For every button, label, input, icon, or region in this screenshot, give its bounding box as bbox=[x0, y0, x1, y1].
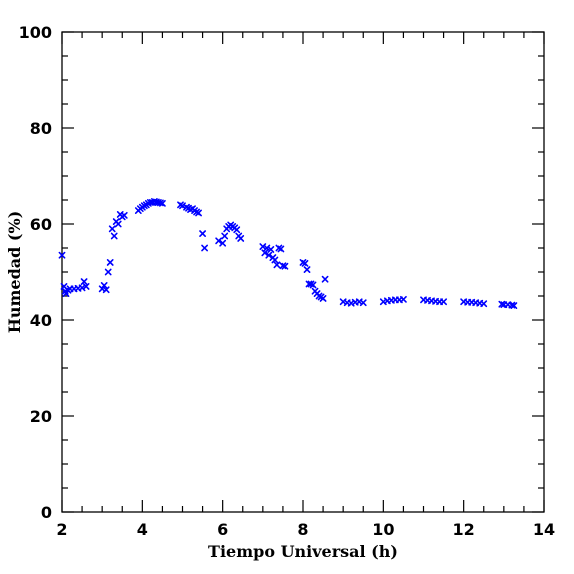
data-point bbox=[219, 239, 227, 247]
data-point bbox=[102, 286, 110, 294]
data-point bbox=[110, 232, 118, 240]
plot-frame bbox=[61, 31, 545, 513]
data-point bbox=[400, 295, 407, 303]
data-point bbox=[195, 209, 202, 217]
data-points bbox=[58, 198, 518, 310]
data-point bbox=[82, 282, 90, 290]
x-axis-title: Tiempo Universal (h) bbox=[208, 542, 398, 561]
data-point bbox=[480, 300, 488, 308]
data-point bbox=[201, 244, 208, 252]
x-tick-label: 12 bbox=[453, 520, 475, 539]
x-tick-label: 4 bbox=[137, 520, 148, 539]
tick-labels: 2 4 6 8 10 12 14 0 20 40 60 80 100 bbox=[19, 23, 556, 539]
data-point bbox=[233, 226, 241, 234]
data-point bbox=[510, 302, 518, 310]
axis-ticks bbox=[61, 31, 545, 513]
x-tick-label: 6 bbox=[217, 520, 228, 539]
x-tick-label: 14 bbox=[533, 520, 555, 539]
data-point bbox=[440, 298, 447, 306]
x-tick-label: 8 bbox=[297, 520, 308, 539]
data-point bbox=[303, 266, 311, 274]
data-point bbox=[271, 256, 279, 264]
y-tick-label: 40 bbox=[30, 311, 52, 330]
data-point bbox=[359, 299, 367, 307]
y-tick-label: 20 bbox=[30, 407, 52, 426]
y-tick-label: 100 bbox=[19, 23, 52, 42]
data-point bbox=[281, 262, 289, 270]
y-tick-label: 0 bbox=[41, 503, 52, 522]
y-tick-label: 80 bbox=[30, 119, 52, 138]
data-point bbox=[237, 235, 245, 242]
data-point bbox=[159, 199, 166, 207]
data-point bbox=[319, 294, 327, 302]
data-point bbox=[100, 282, 108, 289]
x-tick-label: 2 bbox=[56, 520, 67, 539]
data-point bbox=[215, 237, 223, 245]
x-tick-label: 10 bbox=[372, 520, 394, 539]
data-point bbox=[104, 268, 112, 276]
data-point bbox=[221, 232, 229, 240]
data-point bbox=[277, 245, 285, 253]
data-point bbox=[58, 251, 66, 259]
data-point bbox=[301, 259, 309, 267]
data-point bbox=[108, 225, 116, 233]
data-point bbox=[309, 281, 317, 289]
y-tick-label: 60 bbox=[30, 215, 52, 234]
y-axis-title: Humedad (%) bbox=[5, 211, 24, 334]
data-point bbox=[114, 220, 122, 228]
data-point bbox=[273, 261, 281, 269]
data-point bbox=[199, 230, 206, 237]
data-point bbox=[265, 251, 273, 259]
data-point bbox=[120, 211, 128, 219]
data-point bbox=[80, 278, 88, 286]
data-point bbox=[261, 249, 269, 257]
data-point bbox=[321, 275, 329, 283]
data-point bbox=[106, 258, 114, 266]
data-point bbox=[267, 246, 275, 253]
